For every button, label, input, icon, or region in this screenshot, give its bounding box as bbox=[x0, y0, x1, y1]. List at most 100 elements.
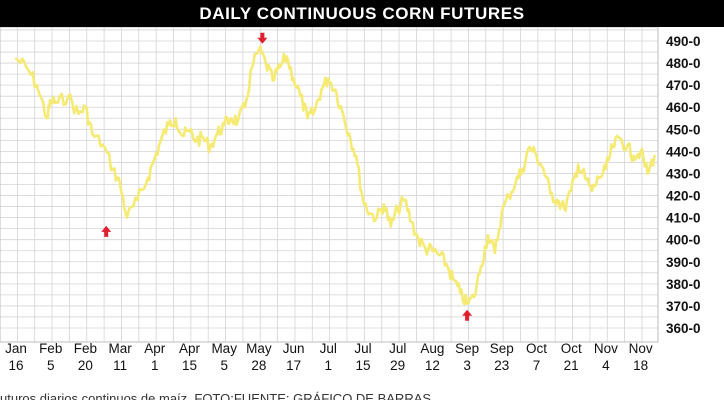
x-tick-day: 29 bbox=[390, 358, 405, 373]
data-point bbox=[77, 112, 80, 116]
x-tick-month: Mar bbox=[108, 341, 132, 356]
x-tick-day: 23 bbox=[494, 358, 509, 373]
data-point bbox=[188, 130, 191, 133]
corn-futures-chart: 490-0 480-0 470-0 460-0 450-0 440-0 430-0 420-0… bbox=[0, 27, 701, 373]
data-point bbox=[590, 189, 594, 193]
y-tick-label: 470-0 bbox=[666, 78, 701, 93]
x-tick-day: 11 bbox=[113, 358, 127, 373]
data-point bbox=[493, 251, 497, 255]
data-point bbox=[167, 123, 170, 127]
data-point bbox=[431, 249, 434, 252]
y-tick-label: 390-0 bbox=[666, 255, 701, 270]
data-point bbox=[209, 145, 212, 149]
data-point bbox=[479, 265, 483, 268]
x-tick-day: 21 bbox=[564, 358, 579, 373]
data-point bbox=[452, 278, 455, 281]
x-axis-tick-labels: Jan 16 Feb 5 Feb 20 Mar 11 Apr 1 Apr 15 May 5 May 28 Jun… bbox=[5, 341, 653, 373]
data-point bbox=[66, 95, 70, 98]
data-point bbox=[361, 198, 365, 202]
x-tick-month: Apr bbox=[179, 341, 201, 356]
y-tick-label: 450-0 bbox=[666, 122, 701, 137]
data-point bbox=[576, 163, 580, 166]
y-tick-label: 420-0 bbox=[666, 189, 701, 204]
data-point bbox=[410, 220, 413, 224]
data-point bbox=[625, 145, 628, 149]
data-point bbox=[153, 156, 156, 160]
data-point bbox=[472, 295, 476, 299]
data-point bbox=[528, 145, 531, 149]
x-tick-month: Jan bbox=[5, 341, 27, 356]
x-tick-month: Jul bbox=[320, 341, 337, 356]
data-point bbox=[514, 181, 517, 184]
data-point bbox=[49, 99, 52, 102]
x-tick-day: 20 bbox=[78, 358, 93, 373]
data-point bbox=[35, 84, 38, 87]
x-tick-day: 12 bbox=[425, 358, 440, 373]
x-tick-day: 17 bbox=[286, 358, 301, 373]
data-point bbox=[118, 183, 122, 186]
data-point bbox=[334, 88, 337, 91]
data-point bbox=[229, 117, 233, 120]
data-point bbox=[465, 302, 469, 305]
x-tick-month: Sep bbox=[490, 341, 514, 356]
data-point bbox=[403, 198, 406, 202]
x-tick-month: Jun bbox=[283, 341, 305, 356]
x-tick-month: Sep bbox=[455, 341, 479, 356]
data-point bbox=[292, 77, 295, 80]
data-point bbox=[563, 207, 566, 210]
data-point bbox=[549, 192, 552, 195]
data-point bbox=[542, 167, 545, 171]
data-point bbox=[264, 61, 267, 65]
data-point bbox=[223, 123, 226, 127]
data-point bbox=[271, 79, 274, 82]
y-tick-label: 360-0 bbox=[666, 321, 701, 336]
caption-text: uturos diarios continuos de maíz. FOTO:F… bbox=[0, 391, 432, 400]
x-tick-month: Jul bbox=[389, 341, 406, 356]
x-tick-month: Apr bbox=[144, 341, 166, 356]
data-point bbox=[570, 189, 573, 193]
data-point bbox=[306, 117, 309, 120]
x-tick-month: Jul bbox=[354, 341, 371, 356]
x-tick-month: May bbox=[211, 341, 237, 356]
x-tick-month: Oct bbox=[561, 341, 582, 356]
data-point bbox=[101, 143, 105, 146]
data-point bbox=[632, 154, 635, 157]
y-axis-tick-labels: 490-0 480-0 470-0 460-0 450-0 440-0 430-0 420-0… bbox=[666, 34, 701, 336]
data-point bbox=[486, 234, 490, 237]
turning-point-arrows bbox=[101, 32, 473, 321]
data-point bbox=[313, 110, 316, 113]
data-point bbox=[438, 253, 441, 257]
data-point bbox=[417, 238, 420, 241]
data-point bbox=[597, 176, 601, 180]
y-tick-label: 460-0 bbox=[666, 100, 701, 115]
arrow-up-icon bbox=[101, 225, 112, 237]
data-point bbox=[535, 154, 538, 157]
data-point bbox=[278, 66, 281, 69]
data-point bbox=[112, 167, 115, 171]
x-tick-day: 16 bbox=[8, 358, 23, 373]
data-point bbox=[583, 176, 587, 180]
data-point bbox=[653, 154, 656, 157]
data-point bbox=[25, 66, 28, 69]
price-line-layer bbox=[14, 45, 656, 306]
x-tick-month: Oct bbox=[526, 341, 547, 356]
chart-title-bar: DAILY CONTINUOUS CORN FUTURES bbox=[0, 0, 724, 27]
data-point bbox=[181, 134, 184, 138]
data-point bbox=[445, 262, 448, 266]
x-tick-day: 1 bbox=[151, 358, 159, 373]
data-point bbox=[243, 106, 247, 109]
data-point bbox=[216, 132, 219, 135]
x-tick-day: 4 bbox=[602, 358, 610, 373]
chart-grid bbox=[0, 27, 659, 343]
data-point bbox=[160, 136, 163, 140]
plot-frame bbox=[0, 27, 659, 343]
data-point bbox=[299, 95, 302, 98]
x-tick-month: Nov bbox=[629, 341, 653, 356]
data-point bbox=[424, 247, 427, 250]
data-point bbox=[375, 216, 379, 219]
data-point bbox=[250, 66, 254, 69]
x-tick-day: 15 bbox=[355, 358, 370, 373]
data-point bbox=[639, 150, 642, 153]
y-tick-label: 490-0 bbox=[666, 34, 701, 49]
data-point bbox=[521, 167, 524, 171]
